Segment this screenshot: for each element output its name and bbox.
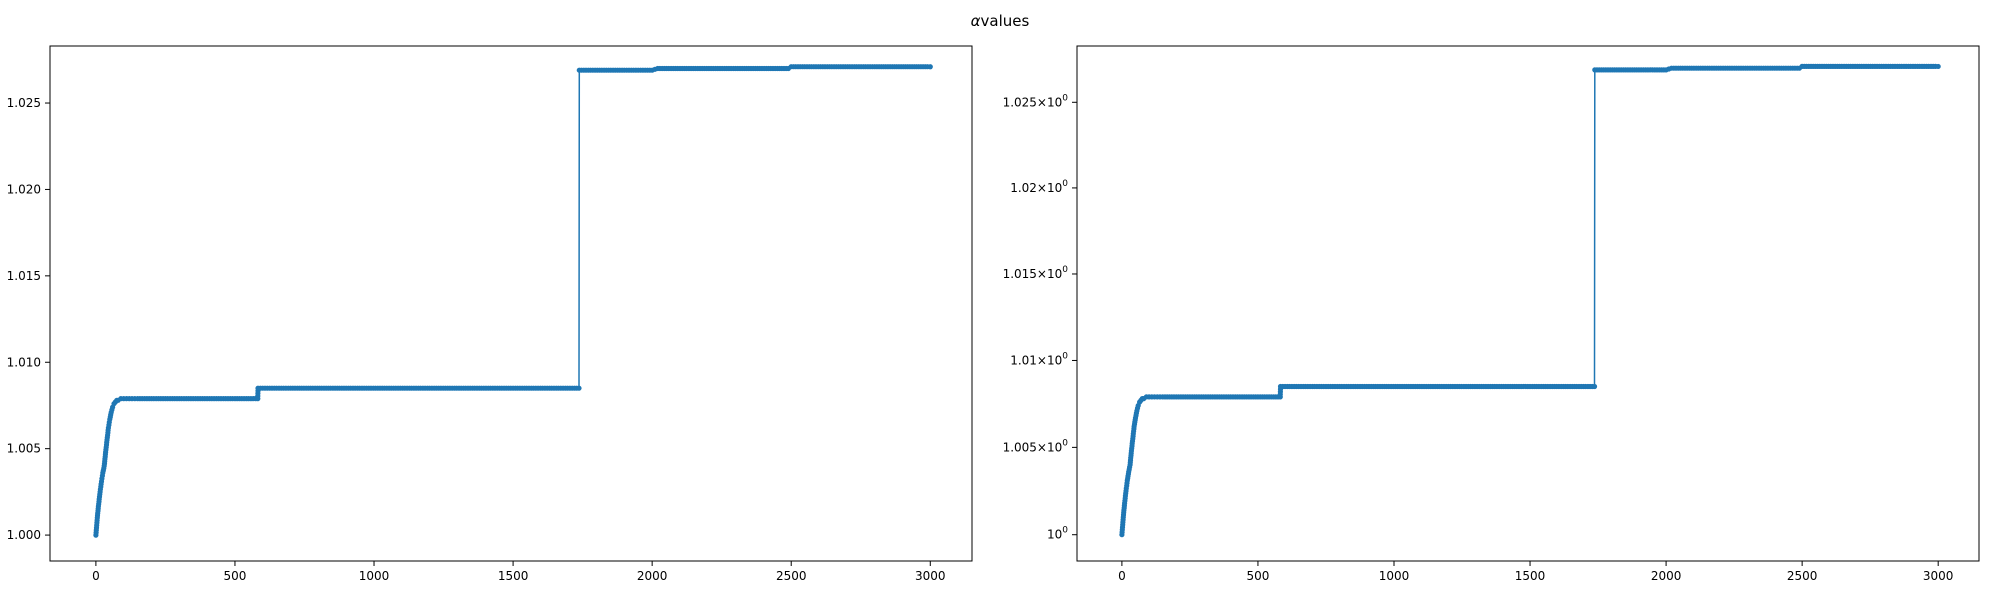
right-y-tick-times: ×	[1037, 181, 1047, 195]
right-y-tick-exponent: 0	[1062, 526, 1068, 536]
left-y-tick-label: 1.025	[7, 96, 41, 110]
right-y-tick-label: 1.02×100	[1010, 179, 1068, 195]
right-y-tick-times: ×	[1037, 95, 1047, 109]
right-y-tick-mantissa: 1.02	[1010, 181, 1037, 195]
right-y-tick-label: 100	[1047, 526, 1068, 542]
left-x-tick-label: 2000	[637, 569, 668, 583]
right-x-tick-label: 2500	[1787, 569, 1818, 583]
right-y-tick-base: 10	[1047, 528, 1062, 542]
left-x-tick-label: 1000	[359, 569, 390, 583]
right-x-tick-label: 500	[1246, 569, 1269, 583]
right-y-tick-exponent: 0	[1062, 265, 1068, 275]
left-x-tick-label: 500	[224, 569, 247, 583]
right-y-tick-label: 1.025×100	[1003, 93, 1069, 109]
right-y-tick-label: 1.01×100	[1010, 351, 1068, 367]
right-y-tick-exponent: 0	[1062, 351, 1068, 361]
right-y-tick-times: ×	[1037, 440, 1047, 454]
right-y-tick-mantissa: 1.015	[1003, 267, 1037, 281]
right-y-tick-base: 10	[1047, 267, 1062, 281]
right-y-tick-base: 10	[1047, 440, 1062, 454]
left-series-line	[95, 65, 931, 536]
right-x-tick-label: 2000	[1651, 569, 1682, 583]
left-plot-frame	[49, 45, 973, 562]
right-chart-panel: 0 500 1000 1500 2000 2500 30001001.005×1001.01…	[1003, 45, 1980, 583]
left-y-tick-label: 1.020	[7, 182, 41, 196]
right-y-tick-base: 10	[1047, 181, 1062, 195]
right-series-line	[1121, 65, 1939, 535]
right-y-tick-mantissa: 1.025	[1003, 95, 1037, 109]
left-y-tick-label: 1.000	[7, 528, 41, 542]
left-data-point	[576, 385, 582, 391]
figure-title: αvalues	[971, 12, 1030, 30]
left-data-point	[927, 64, 933, 70]
left-x-tick-label: 2500	[776, 569, 807, 583]
right-y-tick-exponent: 0	[1062, 93, 1068, 103]
right-y-tick-exponent: 0	[1062, 438, 1068, 448]
right-x-tick-label: 1000	[1379, 569, 1410, 583]
right-data-point	[1591, 383, 1598, 390]
right-data-point	[1935, 63, 1941, 70]
right-y-tick-label: 1.005×100	[1003, 438, 1069, 454]
left-y-tick-label: 1.010	[7, 355, 41, 369]
figure-title-alpha: α	[971, 12, 981, 30]
right-y-tick-base: 10	[1047, 95, 1062, 109]
right-y-tick-mantissa: 1.005	[1003, 440, 1037, 454]
right-y-tick-times: ×	[1037, 353, 1047, 367]
left-y-tick-label: 1.015	[7, 269, 41, 283]
right-y-tick-mantissa: 1.01	[1010, 353, 1037, 367]
left-x-tick-label: 1500	[498, 569, 529, 583]
left-y-tick-label: 1.005	[7, 442, 41, 456]
left-chart-panel: 0 500 1000 1500 2000 2500 3000 1.000 1.005 1.010 1…	[7, 45, 973, 583]
right-y-tick-base: 10	[1047, 353, 1062, 367]
figure-title-text: values	[981, 12, 1030, 30]
right-plot-frame	[1076, 45, 1980, 562]
left-x-tick-label: 0	[92, 569, 100, 583]
right-x-tick-label: 3000	[1923, 569, 1954, 583]
left-x-tick-label: 3000	[915, 569, 946, 583]
right-x-tick-label: 0	[1118, 569, 1126, 583]
right-x-tick-label: 1500	[1515, 569, 1546, 583]
right-y-tick-exponent: 0	[1062, 179, 1068, 189]
right-y-tick-label: 1.015×100	[1003, 265, 1069, 281]
right-y-tick-times: ×	[1037, 267, 1047, 281]
